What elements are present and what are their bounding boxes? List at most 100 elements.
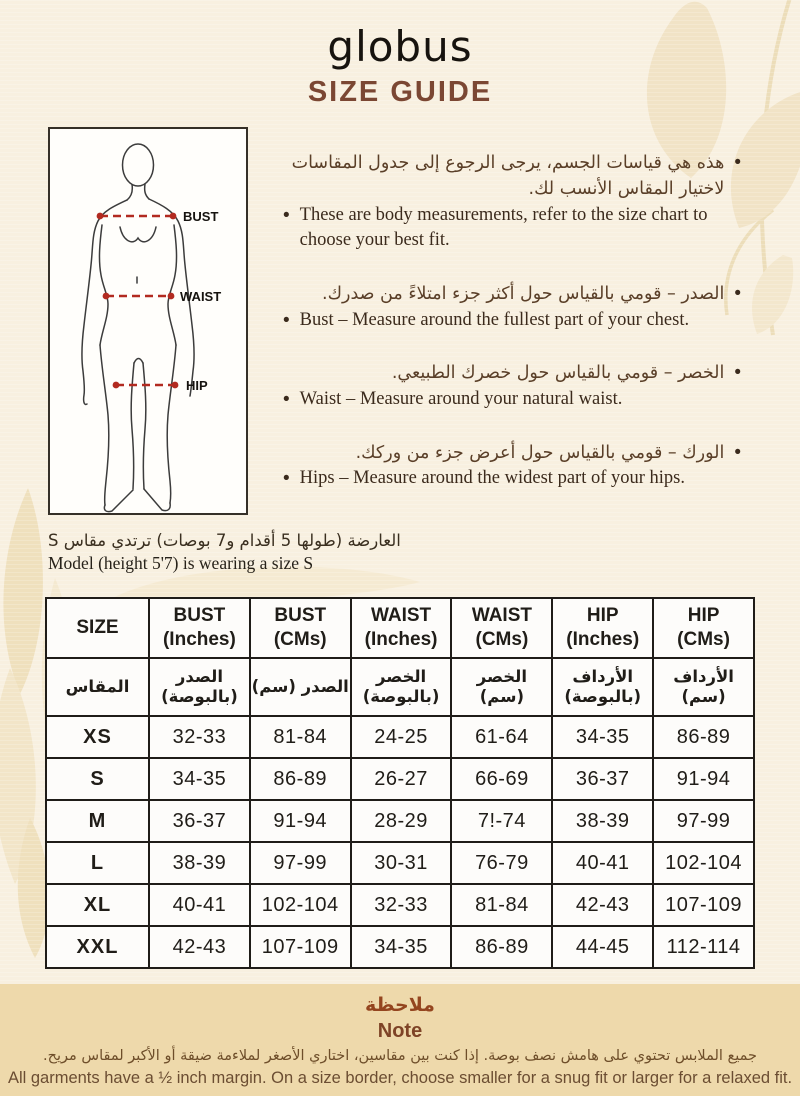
header-hip-cms-ar: الأرداف (سم) bbox=[652, 657, 755, 717]
cell-value: 102-104 bbox=[652, 841, 755, 885]
cell-value: 30-31 bbox=[349, 841, 453, 885]
bullet-icon: • bbox=[283, 388, 290, 410]
cell-value: 44-45 bbox=[551, 925, 655, 969]
cell-value: 42-43 bbox=[148, 925, 251, 969]
bullet-icon: • bbox=[734, 362, 741, 384]
cell-value: 24-25 bbox=[349, 715, 453, 759]
bullet-icon: • bbox=[283, 467, 290, 489]
bullet-icon: • bbox=[283, 204, 290, 226]
header-waist-inches-ar: الخصر (بالبوصة) bbox=[349, 657, 453, 717]
measurement-dots bbox=[96, 212, 179, 389]
instruction-text-en: Waist – Measure around your natural wais… bbox=[299, 388, 623, 409]
instruction-text-en: Bust – Measure around the fullest part o… bbox=[299, 309, 690, 330]
instruction-waist: • الخصر – قومي بالقياس حول خصرك الطبيعي.… bbox=[283, 360, 741, 412]
bullet-line-arabic: • الخصر – قومي بالقياس حول خصرك الطبيعي. bbox=[283, 360, 741, 386]
header-hip-inches: HIP (Inches) bbox=[551, 597, 655, 659]
cell-value: 86-89 bbox=[248, 757, 352, 801]
cell-size: XXL bbox=[45, 925, 150, 969]
model-note-english: Model (height 5'7) is wearing a size S bbox=[48, 553, 314, 573]
note-body-arabic: جميع الملابس تحتوي على هامش نصف بوصة. إذ… bbox=[43, 1047, 757, 1064]
cell-value: 32-33 bbox=[148, 715, 251, 759]
header-bust-inches-ar: الصدر (بالبوصة) bbox=[148, 657, 251, 717]
instruction-list: • هذه هي قياسات الجسم، يرجى الرجوع إلى ج… bbox=[283, 150, 741, 519]
cell-value: 36-37 bbox=[148, 799, 251, 843]
bullet-line-english: • Bust – Measure around the fullest part… bbox=[283, 308, 741, 334]
cell-value: 91-94 bbox=[652, 757, 755, 801]
cell-value: 112-114 bbox=[652, 925, 755, 969]
header-waist-cms-ar: الخصر (سم) bbox=[450, 657, 554, 717]
body-measurement-diagram: BUST WAIST HIP bbox=[48, 127, 248, 515]
instruction-hip: • الورك – قومي بالقياس حول أعرض جزء من و… bbox=[283, 440, 741, 492]
cell-value: 102-104 bbox=[248, 883, 352, 927]
cell-value: 81-84 bbox=[248, 715, 352, 759]
cell-value: 34-35 bbox=[148, 757, 251, 801]
cell-size: XS bbox=[45, 715, 150, 759]
bullet-icon: • bbox=[283, 309, 290, 331]
instruction-text-ar: الخصر – قومي بالقياس حول خصرك الطبيعي. bbox=[391, 363, 725, 384]
instruction-text-en: Hips – Measure around the widest part of… bbox=[299, 467, 685, 488]
figure-illustration: BUST WAIST HIP bbox=[81, 143, 221, 513]
instruction-text-ar: الورك – قومي بالقياس حول أعرض جزء من ورك… bbox=[355, 442, 725, 463]
header-hip-inches-ar: الأرداف (بالبوصة) bbox=[551, 657, 655, 717]
cell-value: 34-35 bbox=[551, 715, 655, 759]
header-hip-cms: HIP (CMs) bbox=[652, 597, 755, 659]
brand-logo: globus bbox=[327, 22, 473, 71]
cell-value: 36-37 bbox=[551, 757, 655, 801]
cell-value: 97-99 bbox=[248, 841, 352, 885]
bust-label: BUST bbox=[183, 209, 218, 224]
cell-size: L bbox=[45, 841, 150, 885]
instruction-text-ar: الصدر – قومي بالقياس حول أكثر جزء امتلاء… bbox=[322, 284, 725, 305]
bullet-line-english: • Waist – Measure around your natural wa… bbox=[283, 387, 741, 413]
cell-value: 7!-74 bbox=[450, 799, 554, 843]
note-body-english: All garments have a ½ inch margin. On a … bbox=[7, 1069, 793, 1088]
cell-value: 34-35 bbox=[349, 925, 453, 969]
instruction-text-en: These are body measurements, refer to th… bbox=[299, 204, 708, 251]
body-figure-outline bbox=[81, 143, 195, 513]
table-row-l: L 38-39 97-99 30-31 76-79 40-41 102-104 bbox=[45, 841, 755, 885]
cell-value: 97-99 bbox=[652, 799, 755, 843]
header-bust-cms-ar: الصدر (سم) bbox=[248, 657, 352, 717]
cell-value: 38-39 bbox=[551, 799, 655, 843]
bullet-line-arabic: • هذه هي قياسات الجسم، يرجى الرجوع إلى ج… bbox=[283, 150, 741, 203]
cell-value: 66-69 bbox=[450, 757, 554, 801]
cell-value: 42-43 bbox=[551, 883, 655, 927]
instruction-general: • هذه هي قياسات الجسم، يرجى الرجوع إلى ج… bbox=[283, 150, 741, 254]
instruction-bust: • الصدر – قومي بالقياس حول أكثر جزء امتل… bbox=[283, 281, 741, 333]
table-row-xxl: XXL 42-43 107-109 34-35 86-89 44-45 112-… bbox=[45, 925, 755, 969]
header-size-ar: المقاس bbox=[45, 657, 150, 717]
cell-value: 86-89 bbox=[652, 715, 755, 759]
bullet-icon: • bbox=[734, 441, 741, 463]
cell-value: 38-39 bbox=[148, 841, 251, 885]
cell-value: 32-33 bbox=[349, 883, 453, 927]
header-bust-cms: BUST (CMs) bbox=[248, 597, 352, 659]
bullet-line-arabic: • الورك – قومي بالقياس حول أعرض جزء من و… bbox=[283, 440, 741, 466]
measurement-lines bbox=[100, 214, 175, 387]
note-heading-arabic: ملاحظة bbox=[365, 994, 435, 1016]
header-size: SIZE bbox=[45, 597, 150, 659]
cell-value: 107-109 bbox=[248, 925, 352, 969]
model-note-arabic: العارضة (طولها 5 أقدام و7 بوصات) ترتدي م… bbox=[48, 531, 401, 550]
bullet-line-arabic: • الصدر – قومي بالقياس حول أكثر جزء امتل… bbox=[283, 281, 741, 307]
cell-value: 107-109 bbox=[652, 883, 755, 927]
cell-value: 86-89 bbox=[450, 925, 554, 969]
note-heading-english: Note bbox=[377, 1019, 423, 1042]
table-header-row-arabic: المقاس الصدر (بالبوصة) الصدر (سم) الخصر (ب… bbox=[45, 657, 755, 717]
header-waist-cms: WAIST (CMs) bbox=[450, 597, 554, 659]
table-row-xl: XL 40-41 102-104 32-33 81-84 42-43 107-1… bbox=[45, 883, 755, 927]
waist-label: WAIST bbox=[180, 289, 221, 304]
cell-size: M bbox=[45, 799, 150, 843]
table-row-m: M 36-37 91-94 28-29 7!-74 38-39 97-99 bbox=[45, 799, 755, 843]
header-bust-inches: BUST (Inches) bbox=[148, 597, 251, 659]
page-title: SIZE GUIDE bbox=[307, 76, 493, 108]
cell-size: XL bbox=[45, 883, 150, 927]
cell-value: 91-94 bbox=[248, 799, 352, 843]
bullet-line-english: • Hips – Measure around the widest part … bbox=[283, 466, 741, 492]
cell-value: 61-64 bbox=[450, 715, 554, 759]
cell-value: 40-41 bbox=[551, 841, 655, 885]
table-row-s: S 34-35 86-89 26-27 66-69 36-37 91-94 bbox=[45, 757, 755, 801]
bullet-icon: • bbox=[734, 283, 741, 305]
table-header-row-english: SIZE BUST (Inches) BUST (CMs) WAIST (Inches… bbox=[45, 597, 755, 659]
cell-value: 76-79 bbox=[450, 841, 554, 885]
cell-value: 28-29 bbox=[349, 799, 453, 843]
